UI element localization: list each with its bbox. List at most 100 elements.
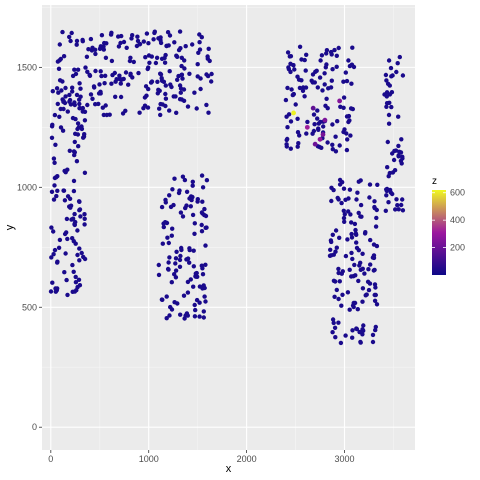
data-point [183,313,188,318]
data-point [118,40,123,46]
data-point [55,101,60,107]
data-point [349,220,354,225]
data-point [349,250,354,256]
data-point [385,139,390,145]
data-point-highlight [310,105,316,111]
data-point [198,86,203,92]
data-point [329,253,334,258]
data-point [74,92,80,98]
data-point [96,101,101,107]
data-point [388,190,393,195]
data-point [341,215,347,221]
data-point [90,96,95,102]
data-point [314,68,319,74]
data-point [165,30,171,35]
data-point [178,312,183,317]
data-point [203,213,209,219]
data-point [396,143,401,149]
data-point [162,60,168,65]
y-tick-label: 0 [32,422,37,432]
data-point [102,81,107,86]
data-point [356,210,361,216]
data-point [398,150,404,155]
data-point [53,289,58,294]
data-point [198,76,203,81]
data-point [101,47,107,52]
data-point [335,119,340,124]
data-point [362,271,367,276]
data-point [203,243,208,248]
data-point [285,50,291,55]
legend-label: 600 [450,188,465,198]
data-point [185,279,191,285]
data-point [85,102,90,108]
data-point [93,47,98,52]
data-point [166,240,171,246]
data-point [179,97,184,102]
data-point-highlight [320,132,326,137]
data-point [331,320,336,326]
data-point [339,200,344,206]
data-point [59,88,64,93]
data-point [118,94,124,100]
data-point [61,99,66,104]
data-point [63,85,68,91]
data-point [52,160,57,165]
data-point [168,82,173,87]
data-point-highlight [337,98,343,104]
data-point [358,178,363,183]
data-point [400,197,405,202]
data-point [62,270,67,275]
data-point [291,91,296,97]
data-point [100,105,106,110]
data-point [203,299,208,304]
data-point [201,309,206,314]
data-point [370,339,376,345]
data-point [292,67,297,72]
data-point [352,262,357,268]
data-point [72,152,77,158]
data-point [71,149,77,154]
data-point [329,198,334,204]
data-point [375,182,380,187]
data-point [341,95,347,100]
data-point [160,241,165,246]
data-point [160,297,165,302]
data-point [114,77,119,82]
data-point-highlight [322,117,328,123]
data-point [195,197,200,202]
data-point [187,71,192,77]
data-point [351,274,356,279]
data-point [49,135,55,140]
data-point [167,193,172,198]
data-point [56,245,62,250]
data-point [332,325,338,330]
data-point [88,36,94,42]
data-point [98,69,103,74]
data-point [54,86,60,91]
data-point [360,299,365,304]
data-point [355,190,360,195]
data-point [49,225,54,230]
data-point [185,104,191,109]
data-point [80,105,86,111]
data-point [199,222,204,228]
data-point [182,58,187,63]
data-point [182,177,188,183]
data-point [333,335,338,340]
data-point [367,182,373,187]
data-point [53,142,58,147]
data-point [73,71,79,77]
data-point [146,65,151,70]
data-point [191,284,196,289]
data-point [343,333,348,338]
data-point [75,252,80,258]
data-point [333,149,339,154]
data-point [338,340,344,346]
data-point [202,285,207,291]
data-point [80,109,86,114]
data-point [328,238,334,243]
data-point [396,114,401,119]
data-point [360,251,365,256]
data-point [180,76,185,81]
